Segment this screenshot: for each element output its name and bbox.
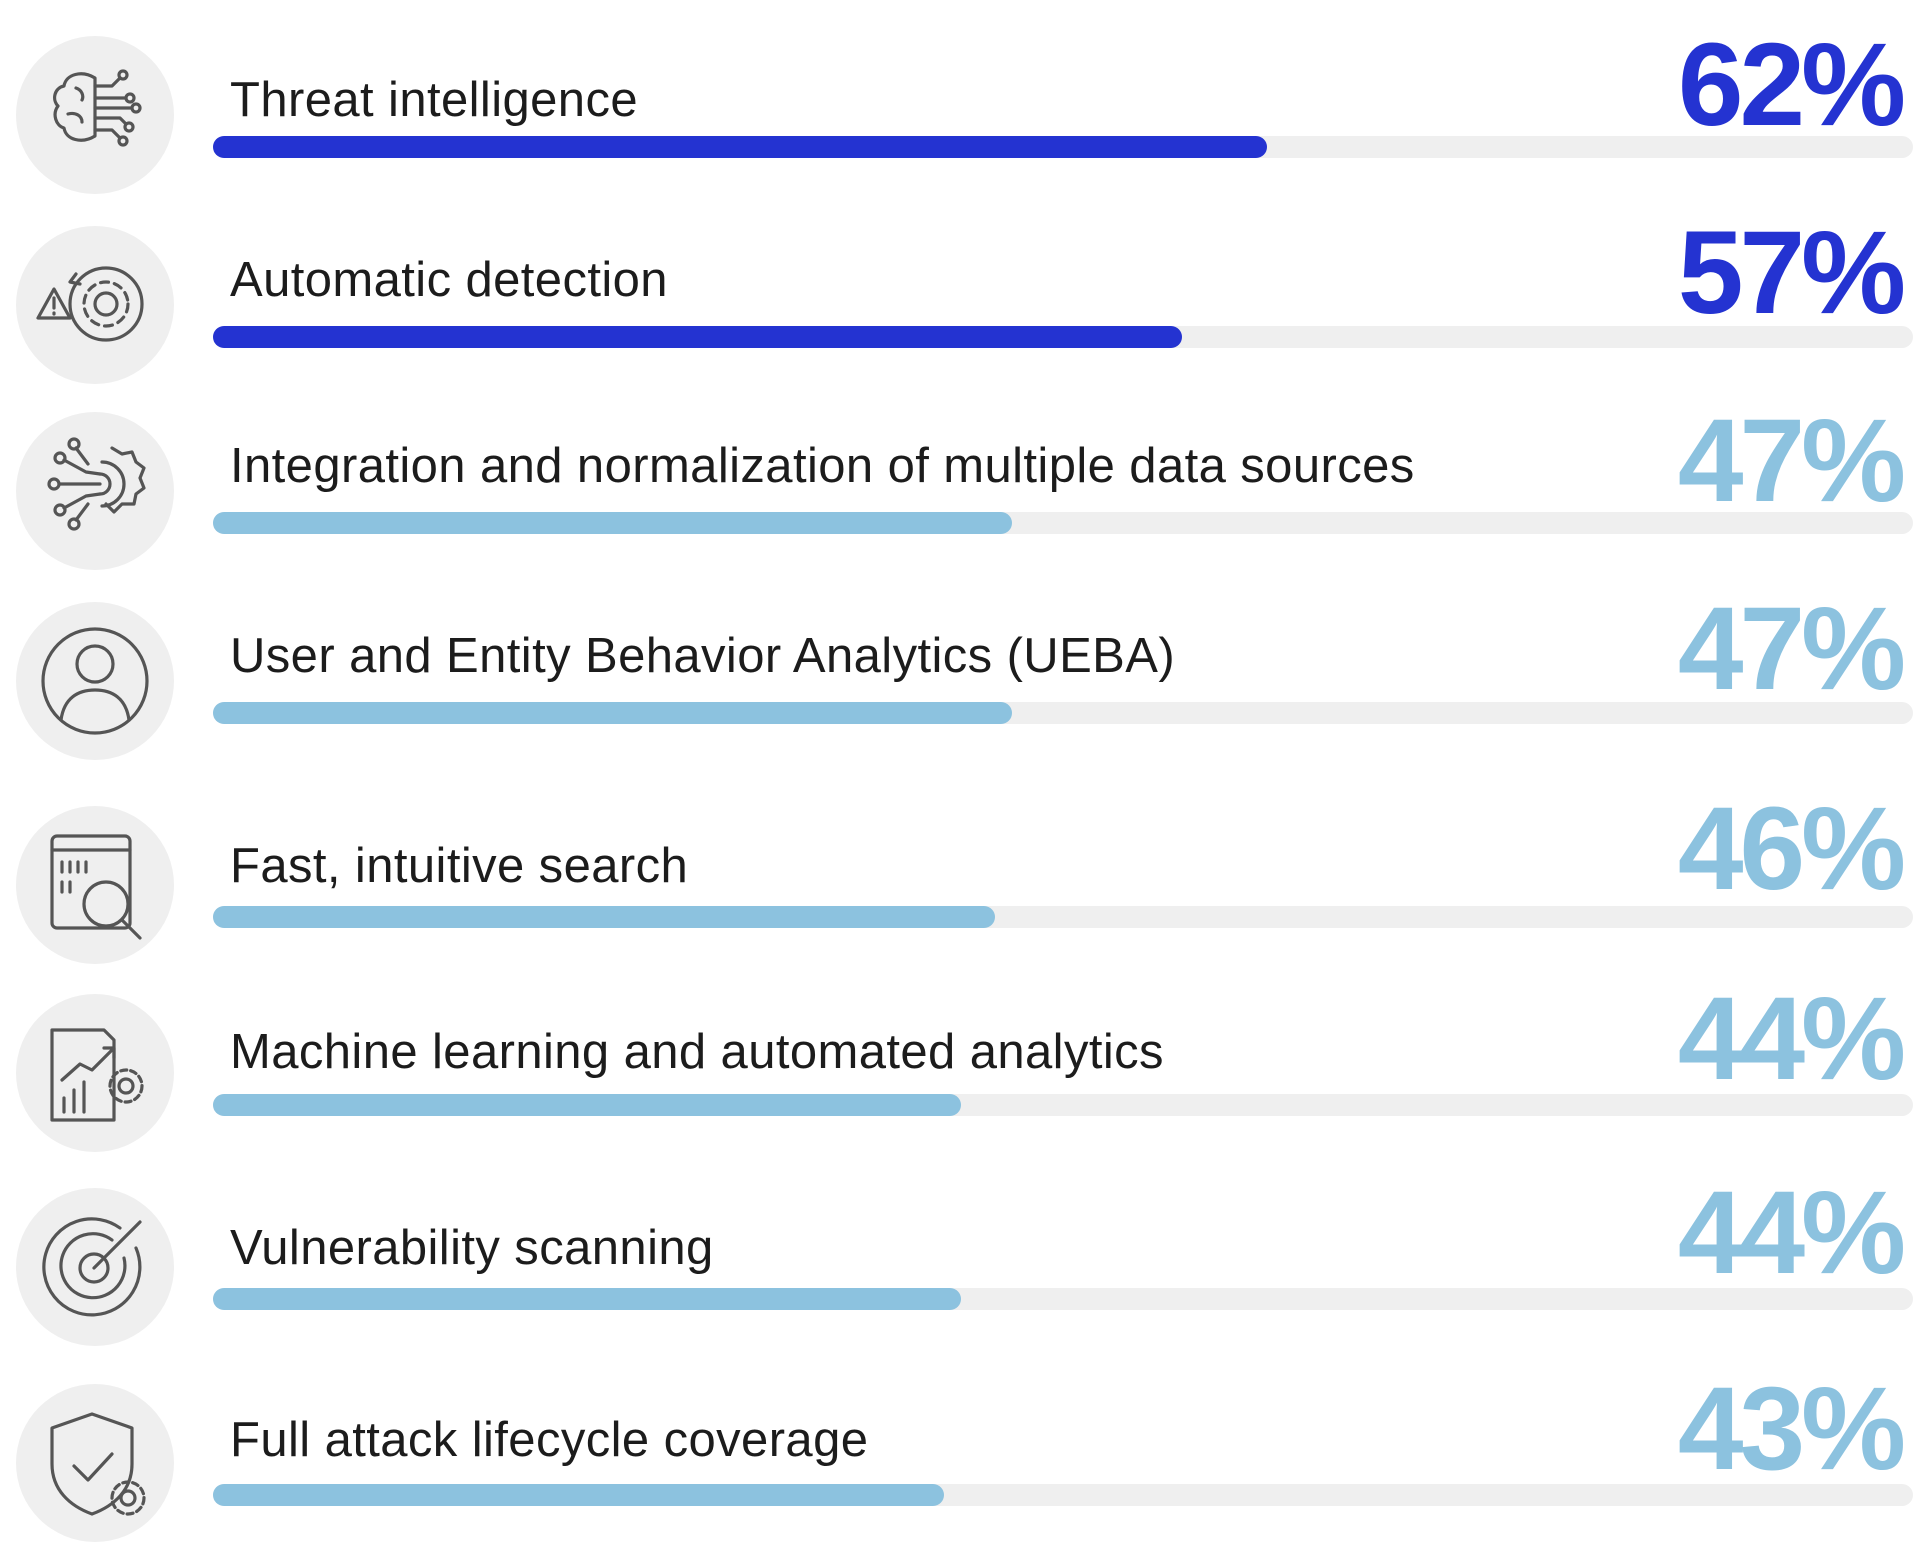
bar [213,906,995,928]
category-label: User and Entity Behavior Analytics (UEBA… [230,629,1176,683]
value-label: 47% [1677,583,1906,715]
analytics-gear-icon [16,994,174,1152]
bar-track [213,906,1913,928]
bar-track [213,326,1913,348]
bar-track [213,1288,1913,1310]
integration-gear-icon [16,412,174,570]
bar-row: Fast, intuitive search 46% [0,790,1920,966]
category-label: Full attack lifecycle coverage [230,1413,869,1467]
bar [213,702,1012,724]
bar-row: Integration and normalization of multipl… [0,402,1920,572]
bar-row: Threat intelligence 62% [0,26,1920,196]
bar [213,512,1012,534]
bar-track [213,1484,1913,1506]
bar-row: Full attack lifecycle coverage 43% [0,1370,1920,1544]
value-label: 43% [1677,1363,1906,1495]
category-label: Fast, intuitive search [230,839,689,893]
value-label: 46% [1677,783,1906,915]
value-label: 44% [1677,973,1906,1105]
bar-row: Automatic detection 57% [0,214,1920,386]
bar [213,1288,961,1310]
category-label: Threat intelligence [230,73,638,127]
category-label: Integration and normalization of multipl… [230,439,1415,493]
data-search-icon [16,806,174,964]
brain-circuit-icon [16,36,174,194]
bar-row: Machine learning and automated analytics… [0,980,1920,1154]
user-icon [16,602,174,760]
bar-track [213,1094,1913,1116]
bar-track [213,702,1913,724]
value-label: 47% [1677,395,1906,527]
category-label: Vulnerability scanning [230,1221,714,1275]
bar-row: Vulnerability scanning 44% [0,1174,1920,1348]
bar [213,1484,944,1506]
alert-gear-icon [16,226,174,384]
category-label: Machine learning and automated analytics [230,1025,1164,1079]
bar [213,326,1182,348]
value-label: 62% [1677,19,1906,151]
bar [213,1094,961,1116]
value-label: 44% [1677,1167,1906,1299]
shield-check-gear-icon [16,1384,174,1542]
bar-row: User and Entity Behavior Analytics (UEBA… [0,590,1920,762]
bar-track [213,512,1913,534]
bar [213,136,1267,158]
radar-icon [16,1188,174,1346]
bar-track [213,136,1913,158]
category-label: Automatic detection [230,253,668,307]
value-label: 57% [1677,207,1906,339]
